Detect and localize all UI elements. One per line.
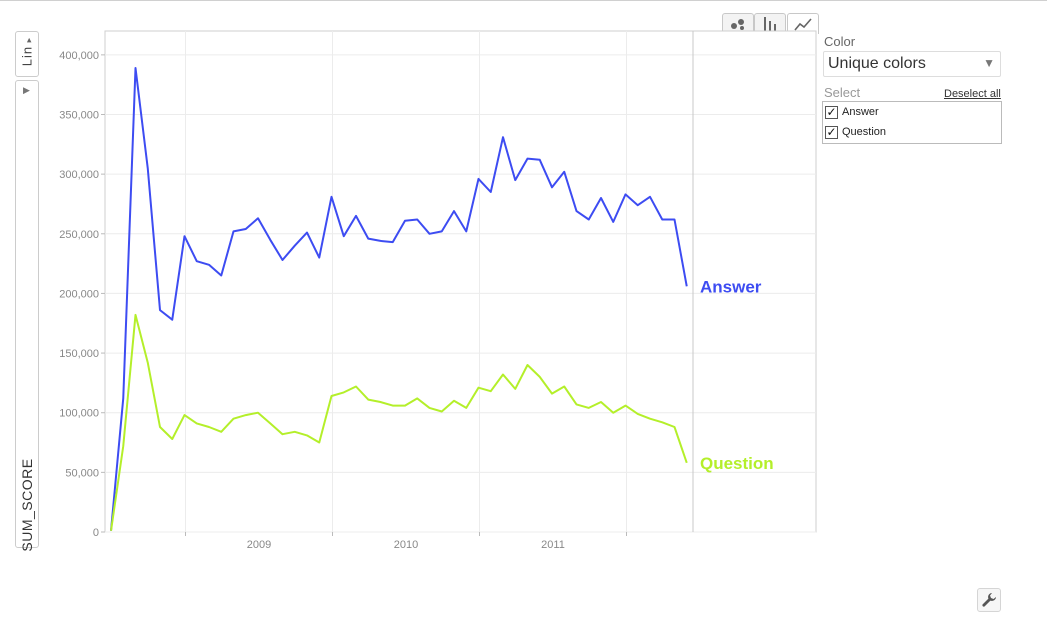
y-tick-label: 250,000 [59, 229, 99, 241]
series-item-label: Question [842, 126, 887, 138]
y-tick-label: 400,000 [59, 50, 99, 62]
wrench-icon [982, 593, 996, 607]
bar-chart-icon [764, 17, 776, 31]
x-tick-label: 2010 [394, 539, 418, 551]
y-tick-label: 200,000 [59, 288, 99, 300]
series-line-question [110, 313, 688, 531]
y-tick-label: 300,000 [59, 169, 99, 181]
checkbox-question[interactable]: ✓ [825, 125, 838, 139]
series-end-label: Answer [700, 277, 762, 296]
bubble-chart-icon [731, 19, 744, 30]
top-border [0, 0, 1047, 1]
series-item-label: Answer [842, 106, 879, 118]
bar-chart-tab[interactable] [754, 13, 786, 34]
chevron-down-icon: ▼ [983, 56, 995, 70]
y-tick-label: 350,000 [59, 110, 99, 122]
select-label: Select [824, 85, 861, 100]
color-label: Color [824, 34, 856, 49]
settings-button[interactable] [977, 588, 1001, 612]
y-tick-label: 50,000 [65, 467, 99, 479]
color-dropdown-value: Unique colors [828, 55, 926, 72]
y-tick-label: 150,000 [59, 348, 99, 360]
y-tick-label: 0 [93, 527, 99, 539]
y-variable-expand-icon: ▶ [23, 85, 30, 95]
y-scale-selector[interactable]: Lin [15, 31, 39, 77]
y-tick-label: 100,000 [59, 408, 99, 420]
x-tick-label: 2011 [541, 539, 565, 551]
color-dropdown[interactable]: Unique colors ▼ [823, 51, 1001, 77]
line-chart-icon [794, 18, 812, 31]
x-tick-label: 2009 [247, 539, 271, 551]
line-chart-tab[interactable] [787, 13, 819, 34]
series-select-list: ✓ Answer ✓ Question [822, 101, 1002, 144]
series-end-label: Question [700, 454, 774, 473]
bubble-chart-tab[interactable] [722, 13, 754, 34]
deselect-all-link[interactable]: Deselect all [944, 88, 1001, 100]
series-line-answer [110, 67, 688, 531]
y-variable-selector[interactable]: ▶ SUM_SCORE [15, 80, 39, 552]
checkbox-answer[interactable]: ✓ [825, 105, 838, 119]
